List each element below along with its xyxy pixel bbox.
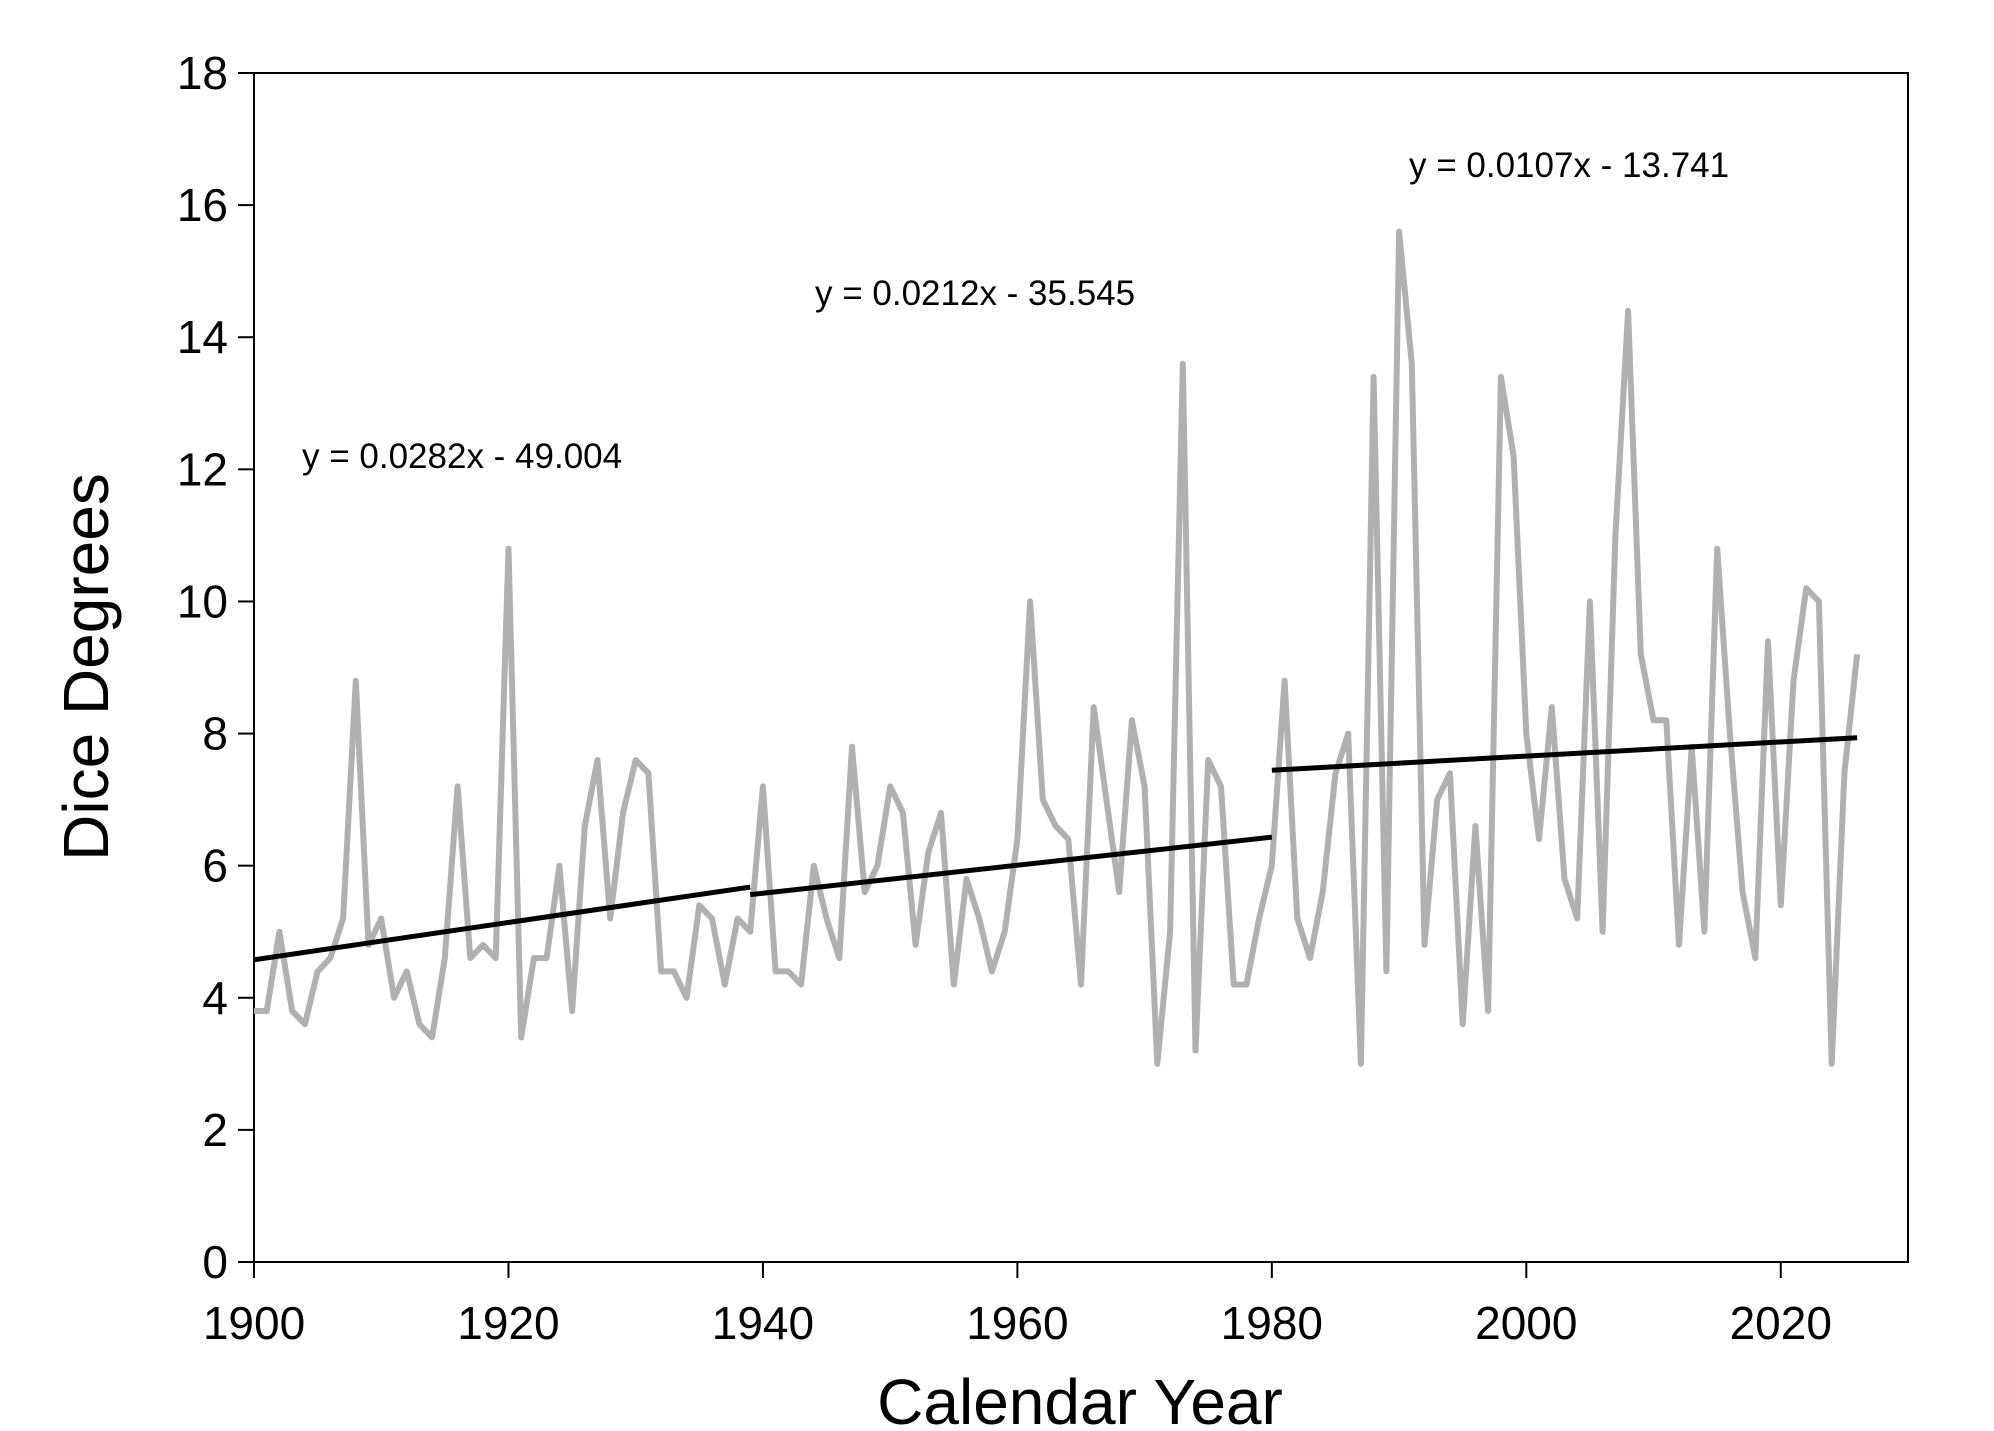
y-tick-label: 18 bbox=[177, 47, 228, 99]
x-tick-label: 2020 bbox=[1730, 1297, 1832, 1349]
trendline-equation: y = 0.0107x - 13.741 bbox=[1409, 146, 1729, 185]
x-axis-title: Calendar Year bbox=[877, 1366, 1283, 1431]
y-axis-title: Dice Degrees bbox=[50, 473, 122, 861]
x-tick-label: 1900 bbox=[203, 1297, 305, 1349]
x-tick-label: 1940 bbox=[712, 1297, 814, 1349]
y-tick-label: 14 bbox=[177, 311, 228, 363]
y-tick-label: 0 bbox=[202, 1236, 228, 1288]
x-tick-label: 2000 bbox=[1475, 1297, 1577, 1349]
trendline bbox=[1271, 735, 1858, 773]
y-tick-label: 4 bbox=[202, 972, 228, 1024]
x-axis: 1900 1920 1940 1960 1980 2000 2020 bbox=[203, 1262, 1832, 1349]
y-axis: 0 2 4 6 8 10 12 14 16 18 bbox=[177, 47, 254, 1288]
y-tick-label: 12 bbox=[177, 443, 228, 495]
trend-equations: y = 0.0282x - 49.004 y = 0.0212x - 35.545… bbox=[302, 146, 1729, 476]
trendline-equation: y = 0.0212x - 35.545 bbox=[815, 274, 1135, 313]
x-tick-label: 1980 bbox=[1221, 1297, 1323, 1349]
data-series bbox=[254, 228, 1861, 1067]
plot-frame bbox=[253, 72, 1909, 1263]
x-tick-label: 1960 bbox=[966, 1297, 1068, 1349]
series-line bbox=[254, 228, 1861, 1067]
x-tick-label: 1920 bbox=[457, 1297, 559, 1349]
trendline bbox=[749, 834, 1273, 898]
trendlines bbox=[253, 735, 1858, 963]
trendline bbox=[253, 884, 751, 963]
y-tick-label: 8 bbox=[202, 708, 228, 760]
trendline-equation: y = 0.0282x - 49.004 bbox=[302, 437, 622, 476]
y-tick-label: 6 bbox=[202, 840, 228, 892]
y-tick-label: 16 bbox=[177, 179, 228, 231]
y-tick-label: 10 bbox=[177, 575, 228, 627]
y-tick-label: 2 bbox=[202, 1104, 228, 1156]
